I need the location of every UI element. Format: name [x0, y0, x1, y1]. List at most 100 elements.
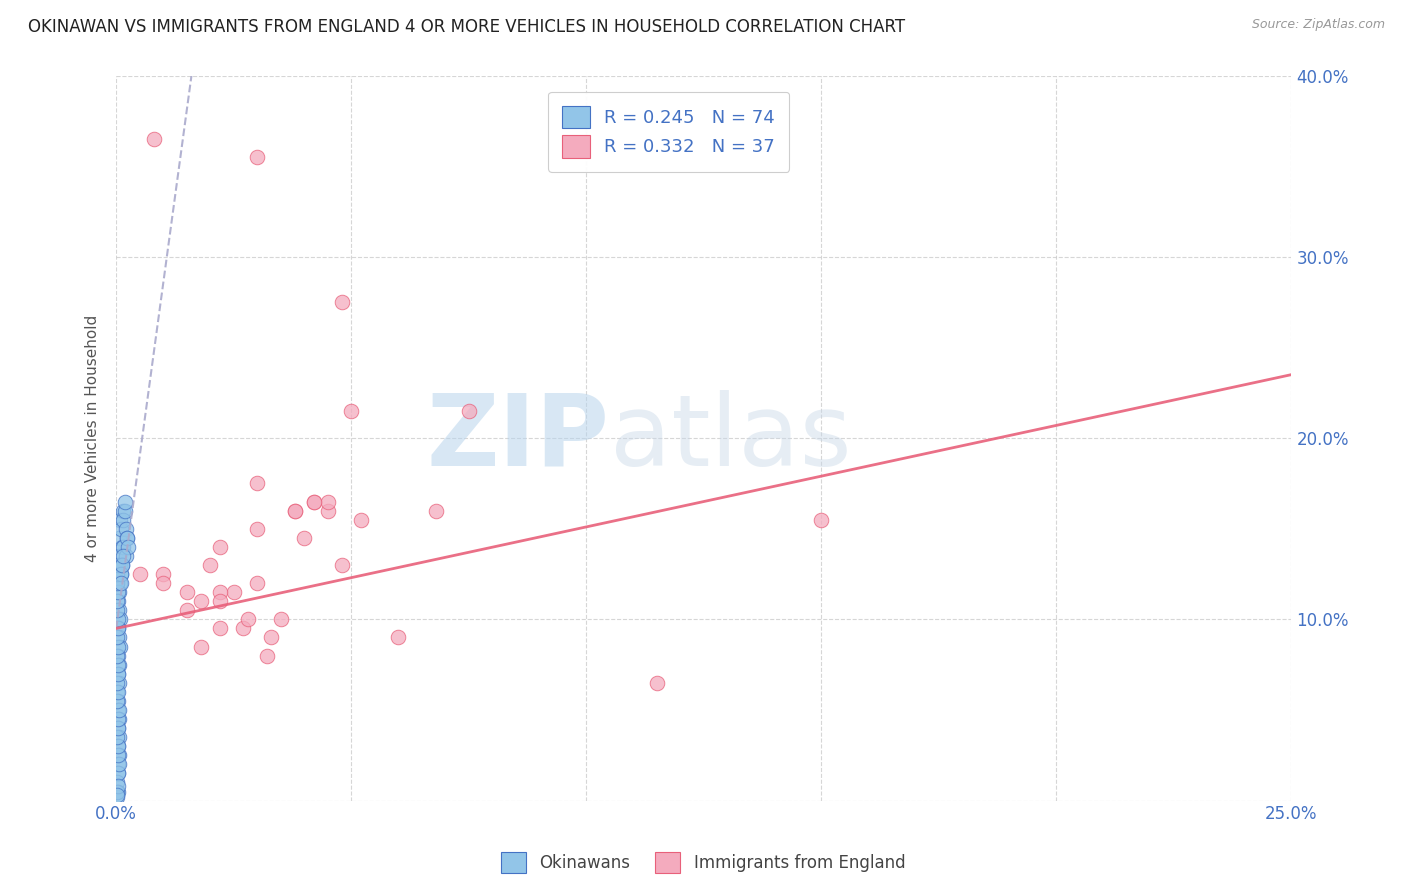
Point [117, 540, 139, 554]
Point [246, 522, 269, 536]
Y-axis label: 4 or more Vehicles in Household: 4 or more Vehicles in Household [86, 315, 100, 562]
Point [340, 404, 363, 418]
Point [108, 631, 131, 645]
Point [246, 476, 269, 491]
Point [208, 621, 231, 635]
Point [110, 522, 132, 536]
Point [107, 739, 129, 754]
Point [107, 757, 129, 772]
Point [246, 150, 269, 164]
Point [111, 540, 134, 554]
Point [457, 404, 479, 418]
Point [208, 540, 231, 554]
Point [107, 621, 129, 635]
Point [107, 703, 129, 717]
Point [107, 612, 129, 626]
Point [114, 522, 136, 536]
Point [108, 730, 131, 744]
Point [232, 621, 254, 635]
Point [108, 640, 131, 654]
Text: OKINAWAN VS IMMIGRANTS FROM ENGLAND 4 OR MORE VEHICLES IN HOUSEHOLD CORRELATION : OKINAWAN VS IMMIGRANTS FROM ENGLAND 4 OR… [28, 18, 905, 36]
Point [107, 549, 129, 563]
Point [256, 648, 278, 663]
Point [107, 585, 129, 599]
Point [105, 784, 128, 798]
Point [111, 558, 134, 572]
Point [330, 295, 353, 310]
Point [114, 494, 136, 508]
Point [107, 703, 129, 717]
Point [107, 621, 129, 635]
Point [302, 494, 325, 508]
Point [387, 631, 409, 645]
Point [425, 503, 447, 517]
Point [114, 549, 136, 563]
Point [110, 567, 132, 582]
Point [107, 712, 129, 726]
Point [110, 567, 132, 582]
Point [222, 585, 245, 599]
Text: atlas: atlas [610, 390, 852, 486]
Point [190, 594, 212, 608]
Point [107, 594, 129, 608]
Point [107, 779, 129, 793]
Point [112, 503, 135, 517]
Point [107, 694, 129, 708]
Point [128, 567, 150, 582]
Point [107, 757, 129, 772]
Point [107, 739, 129, 754]
Point [110, 576, 132, 591]
Point [107, 766, 129, 780]
Point [208, 585, 231, 599]
Point [260, 631, 283, 645]
Point [107, 666, 129, 681]
Point [176, 585, 198, 599]
Point [107, 748, 129, 763]
Point [105, 567, 128, 582]
Point [330, 558, 353, 572]
Point [152, 567, 174, 582]
Text: ZIP: ZIP [427, 390, 610, 486]
Point [105, 594, 128, 608]
Point [316, 503, 339, 517]
Point [105, 694, 128, 708]
Point [107, 603, 129, 617]
Point [105, 730, 128, 744]
Point [112, 513, 135, 527]
Point [107, 766, 129, 780]
Point [105, 603, 128, 617]
Point [108, 612, 131, 626]
Point [270, 612, 292, 626]
Point [112, 549, 135, 563]
Point [112, 540, 135, 554]
Point [108, 558, 131, 572]
Point [107, 648, 129, 663]
Point [107, 558, 129, 572]
Point [105, 675, 128, 690]
Point [236, 612, 259, 626]
Point [107, 640, 129, 654]
Point [107, 685, 129, 699]
Point [107, 657, 129, 672]
Point [105, 648, 128, 663]
Point [108, 576, 131, 591]
Point [107, 784, 129, 798]
Point [108, 585, 131, 599]
Point [105, 789, 128, 804]
Point [350, 513, 373, 527]
Point [107, 721, 129, 735]
Point [302, 494, 325, 508]
Point [108, 675, 131, 690]
Point [105, 788, 128, 802]
Point [107, 666, 129, 681]
Point [105, 685, 128, 699]
Point [107, 748, 129, 763]
Point [208, 594, 231, 608]
Point [645, 675, 668, 690]
Point [105, 631, 128, 645]
Point [190, 640, 212, 654]
Point [105, 576, 128, 591]
Point [292, 531, 315, 545]
Legend: R = 0.245   N = 74, R = 0.332   N = 37: R = 0.245 N = 74, R = 0.332 N = 37 [548, 92, 789, 172]
Point [115, 531, 138, 545]
